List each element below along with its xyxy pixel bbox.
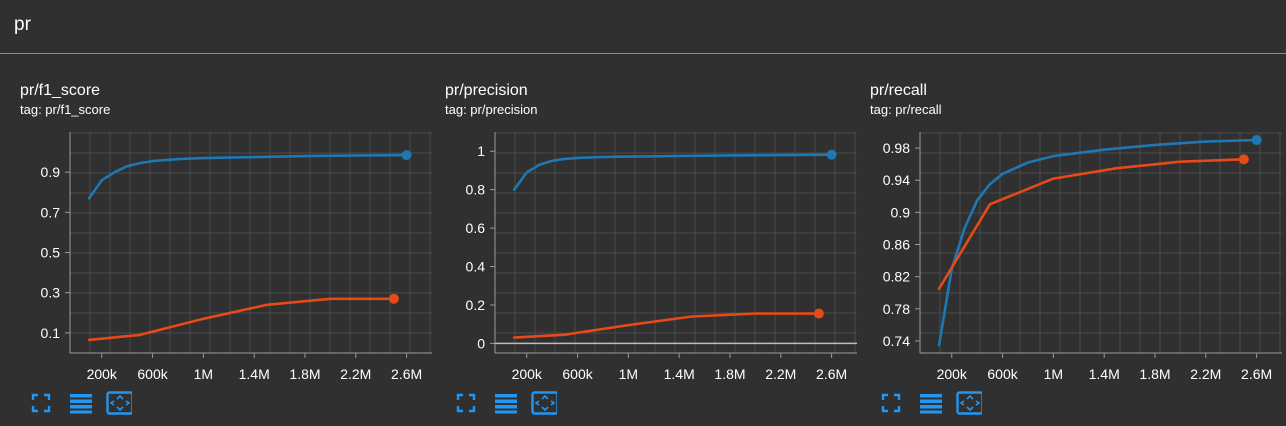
card-tag: tag: pr/recall	[870, 102, 942, 117]
line-chart[interactable]: 0 0.2 0.4 0.6 0.8 1 200k 600k 1M 1.4M 1.8M 2.2M 2.6M	[439, 70, 857, 426]
card-toolbar	[439, 390, 639, 416]
x-tick-label: 2.6M	[816, 366, 847, 382]
fullscreen-button[interactable]	[28, 390, 54, 416]
scalar-card-precision: pr/precision tag: pr/precision 0 0.2 0.4 0.…	[439, 70, 857, 426]
fullscreen-icon	[31, 393, 51, 413]
x-tick-label: 200k	[937, 366, 968, 382]
series-line-0	[937, 138, 1258, 347]
y-tick-label: 0.82	[883, 269, 910, 285]
fullscreen-button[interactable]	[453, 390, 479, 416]
series-end-marker-0	[401, 150, 412, 161]
x-tick-label: 200k	[87, 366, 118, 382]
x-tick-label: 2.2M	[765, 366, 796, 382]
y-tick-label: 1	[477, 143, 485, 159]
x-tick-label: 1.8M	[289, 366, 320, 382]
x-tick-label: 1M	[194, 366, 213, 382]
y-tick-label: 0	[477, 335, 485, 351]
toggle-log-icon	[70, 394, 92, 414]
x-tick-label: 200k	[512, 366, 543, 382]
y-tick-label: 0.1	[41, 325, 61, 341]
x-tick-label: 1.4M	[1089, 366, 1120, 382]
series-end-marker-0	[1251, 135, 1262, 146]
y-tick-label: 0.6	[466, 220, 486, 236]
fit-domain-icon	[956, 391, 982, 415]
line-chart[interactable]: 0.74 0.78 0.82 0.86 0.9 0.94 0.98 200k 600k 1M 1.4…	[864, 70, 1282, 426]
y-tick-label: 0.9	[891, 204, 911, 220]
card-title: pr/f1_score	[20, 82, 101, 99]
series-end-marker-0	[826, 149, 837, 160]
y-tick-label: 0.5	[41, 245, 61, 261]
y-tick-label: 0.9	[41, 164, 61, 180]
x-tick-label: 600k	[137, 366, 168, 382]
y-tick-label: 0.94	[883, 172, 910, 188]
card-toolbar	[14, 390, 214, 416]
x-tick-label: 600k	[987, 366, 1018, 382]
y-tick-label: 0.4	[466, 259, 486, 275]
series-end-marker-1	[388, 293, 399, 304]
toggle-log-icon	[495, 394, 517, 414]
card-title: pr/recall	[870, 82, 927, 99]
y-tick-label: 0.7	[41, 204, 61, 220]
series-line-1	[937, 158, 1246, 290]
toggle-log-icon	[920, 394, 942, 414]
toggle-log-scale-button[interactable]	[68, 390, 94, 416]
x-tick-label: 1.4M	[239, 366, 270, 382]
fit-domain-icon	[531, 391, 557, 415]
y-tick-label: 0.98	[883, 140, 910, 156]
x-tick-label: 2.6M	[1241, 366, 1272, 382]
fit-domain-button[interactable]	[106, 390, 132, 416]
series-line-1	[512, 312, 821, 339]
toggle-log-scale-button[interactable]	[918, 390, 944, 416]
y-tick-label: 0.78	[883, 301, 910, 317]
series-end-marker-1	[1238, 154, 1249, 165]
y-tick-label: 0.2	[466, 297, 486, 313]
fullscreen-icon	[881, 393, 901, 413]
x-tick-label: 1.8M	[714, 366, 745, 382]
line-chart[interactable]: 0.1 0.3 0.5 0.7 0.9 200k 600k 1M 1.4M 1.8M 2.2M 2.6…	[14, 70, 432, 426]
fit-domain-button[interactable]	[531, 390, 557, 416]
grid	[69, 132, 432, 354]
y-tick-label: 0.74	[883, 333, 910, 349]
card-title: pr/precision	[445, 82, 528, 99]
x-tick-label: 1M	[619, 366, 638, 382]
x-tick-label: 2.2M	[340, 366, 371, 382]
x-tick-label: 2.6M	[391, 366, 422, 382]
series-line-0	[87, 153, 408, 200]
group-header[interactable]: pr	[0, 0, 1286, 54]
scalar-card-recall: pr/recall tag: pr/recall 0.74 0.78 0.82 0.8…	[864, 70, 1282, 426]
series-end-marker-1	[813, 308, 824, 319]
group-title: pr	[14, 14, 31, 35]
x-tick-label: 1.4M	[664, 366, 695, 382]
scalar-card-f1-score: pr/f1_score tag: pr/f1_score 0.1 0.3 0.5 0.…	[14, 70, 432, 426]
y-tick-label: 0.8	[466, 182, 486, 198]
fullscreen-icon	[456, 393, 476, 413]
series-line-0	[512, 153, 833, 191]
y-tick-label: 0.3	[41, 285, 61, 301]
x-tick-label: 1M	[1044, 366, 1063, 382]
series-line-1	[87, 297, 396, 342]
card-toolbar	[864, 390, 1064, 416]
fit-domain-icon	[106, 391, 132, 415]
card-tag: tag: pr/precision	[445, 102, 538, 117]
y-tick-label: 0.86	[883, 237, 910, 253]
grid	[919, 132, 1282, 354]
toggle-log-scale-button[interactable]	[493, 390, 519, 416]
x-tick-label: 1.8M	[1139, 366, 1170, 382]
x-tick-label: 2.2M	[1190, 366, 1221, 382]
fullscreen-button[interactable]	[878, 390, 904, 416]
card-tag: tag: pr/f1_score	[20, 102, 111, 117]
fit-domain-button[interactable]	[956, 390, 982, 416]
x-tick-label: 600k	[562, 366, 593, 382]
